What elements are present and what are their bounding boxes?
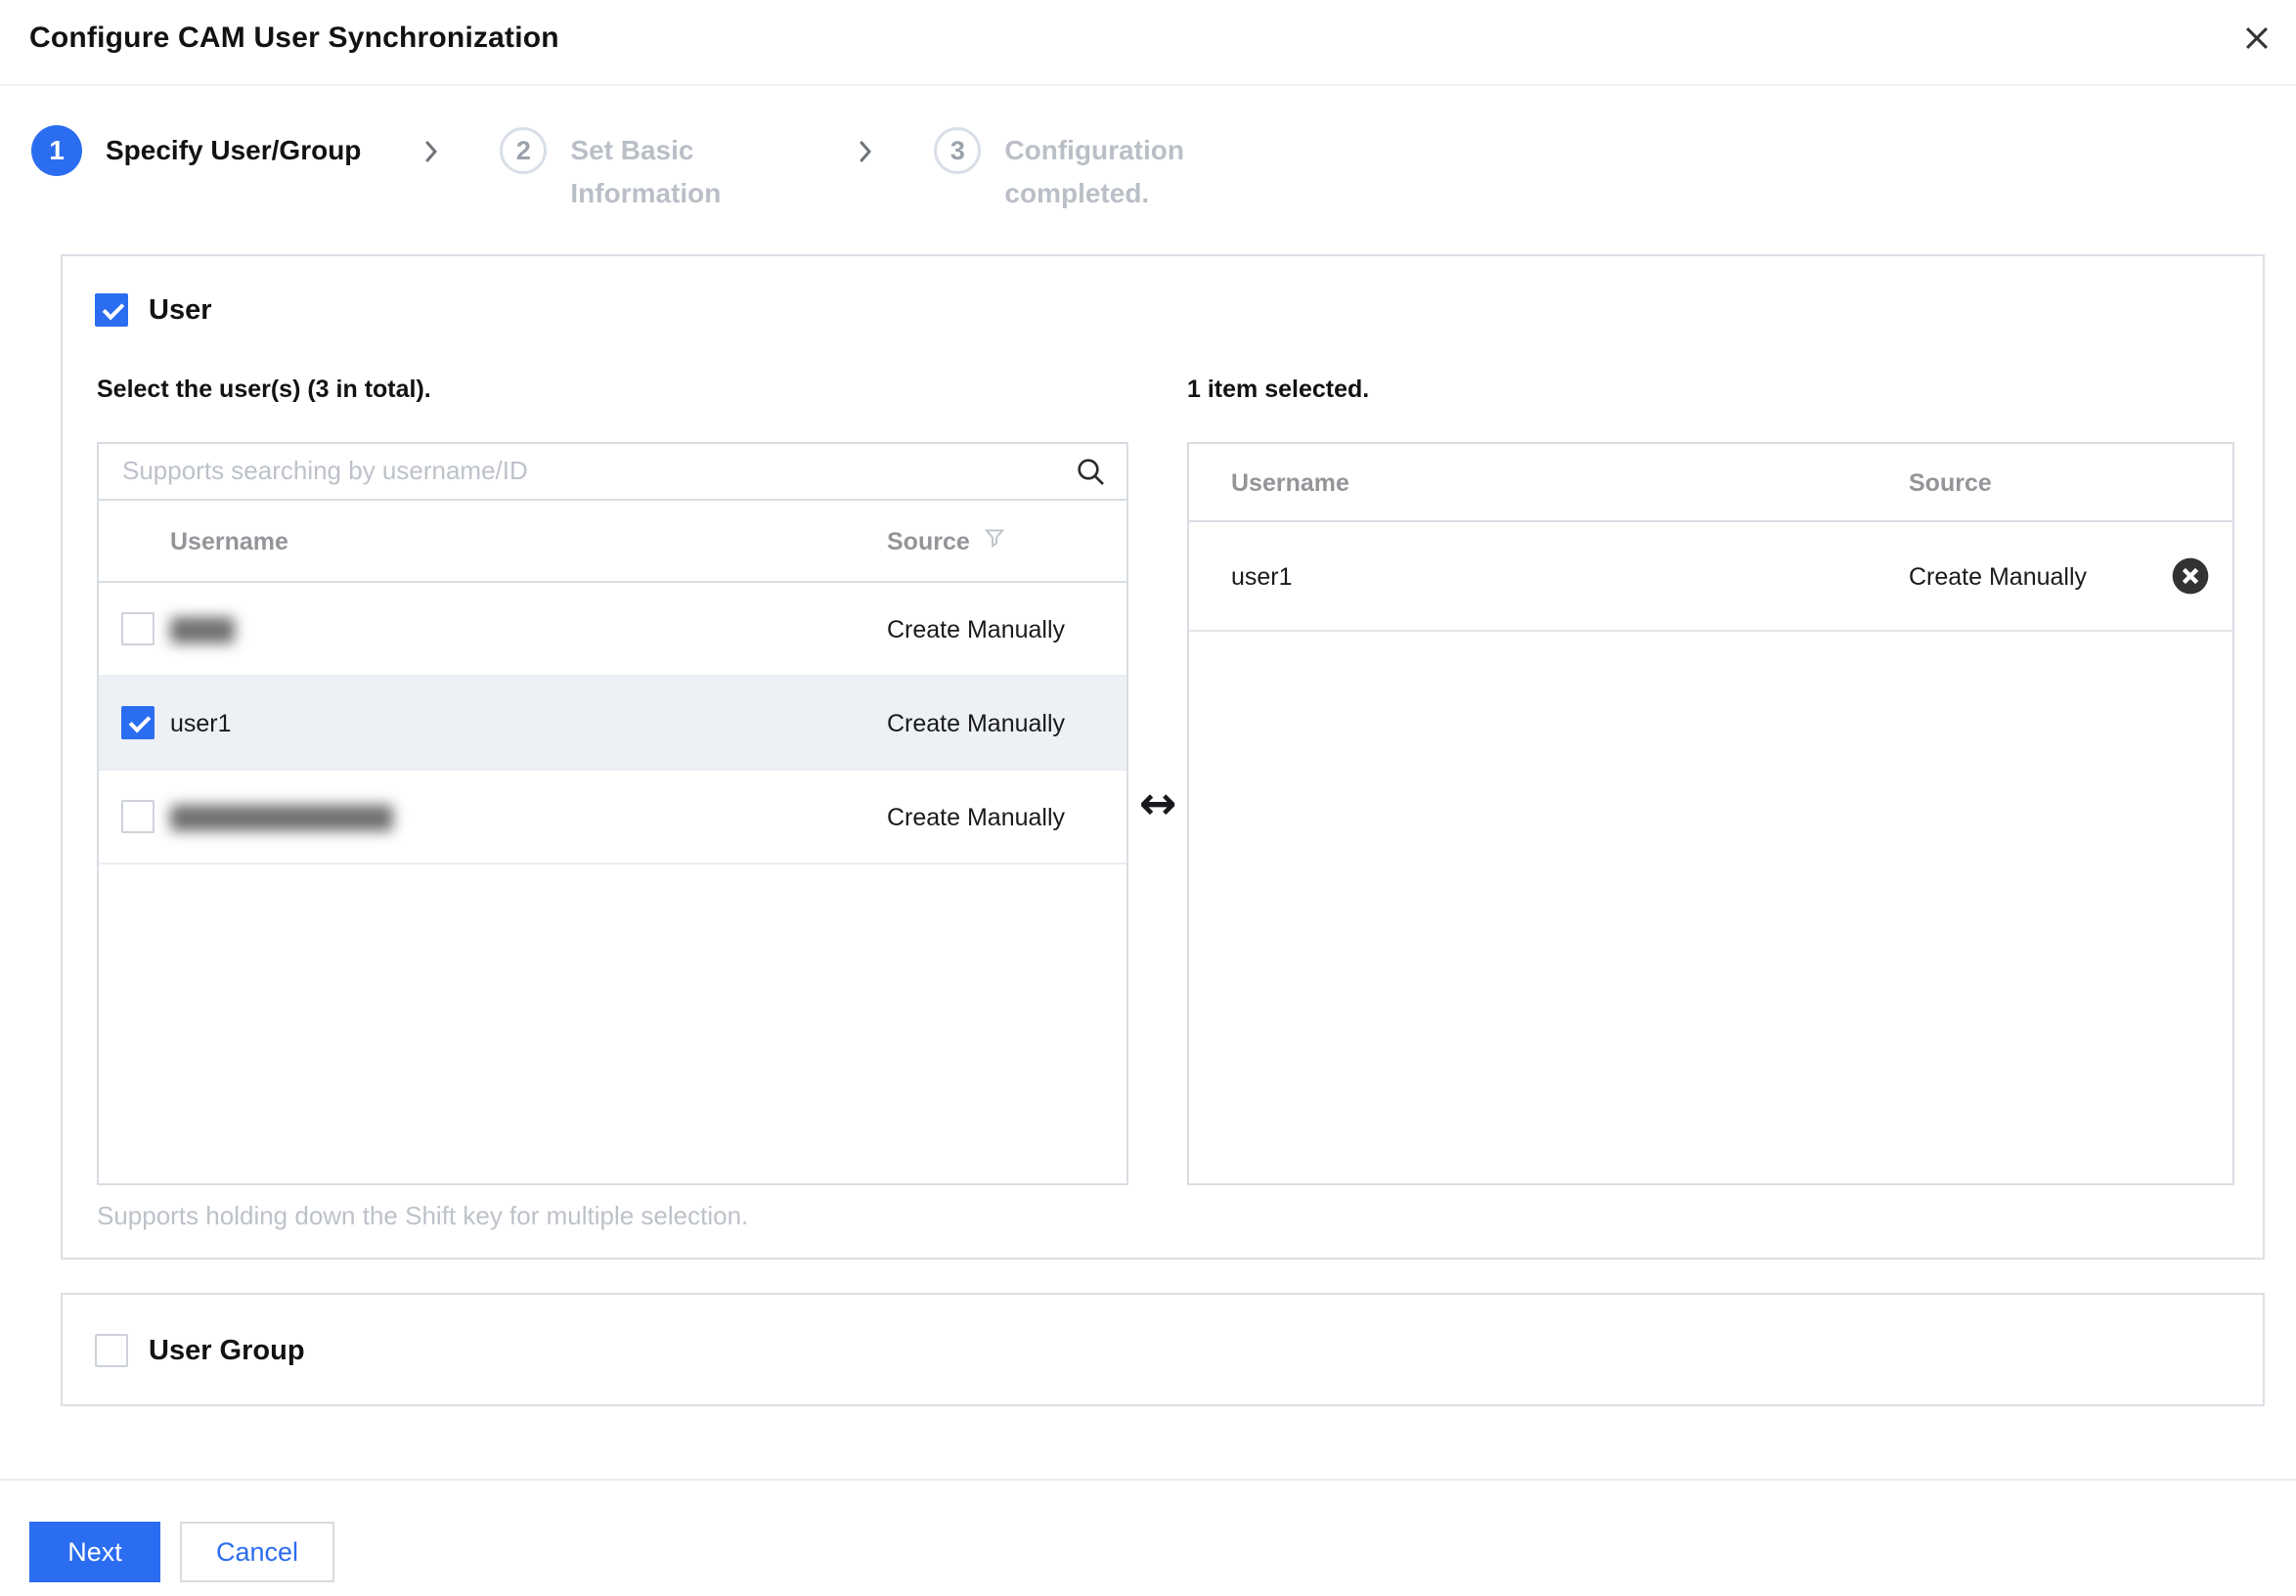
remove-selected-button[interactable] bbox=[2168, 554, 2213, 599]
table-row[interactable]: user1 Create Manually bbox=[99, 677, 1126, 771]
chevron-right-icon bbox=[850, 137, 879, 171]
source-user-table: Username Source Create Manually user1 Cr… bbox=[97, 442, 1128, 1185]
filter-icon[interactable] bbox=[982, 502, 1007, 584]
step-3-label: Configuration completed. bbox=[1004, 135, 1184, 208]
step-1-label: Specify User/Group bbox=[106, 135, 362, 165]
search-input[interactable] bbox=[99, 444, 1048, 497]
selected-table-header: Username Source bbox=[1189, 444, 2232, 522]
next-button[interactable]: Next bbox=[29, 1522, 160, 1582]
user-group-checkbox[interactable] bbox=[95, 1334, 128, 1367]
row-username: user1 bbox=[170, 710, 232, 737]
step-3-configuration-completed: 3 Configuration completed. bbox=[934, 125, 1278, 215]
step-1-specify-user-group: 1 Specify User/Group bbox=[31, 125, 361, 176]
selected-username: user1 bbox=[1231, 563, 1293, 591]
row-checkbox[interactable] bbox=[121, 612, 155, 645]
close-button[interactable] bbox=[2231, 14, 2282, 65]
step-2-number: 2 bbox=[500, 127, 548, 174]
dialog-title: Configure CAM User Synchronization bbox=[29, 22, 559, 54]
selected-row: user1 Create Manually bbox=[1189, 522, 2232, 632]
selected-header-source: Source bbox=[1909, 469, 1992, 497]
circle-x-icon bbox=[2169, 557, 2212, 600]
source-table-header: Username Source bbox=[99, 501, 1126, 583]
source-list-title: Select the user(s) (3 in total). bbox=[97, 376, 431, 403]
step-3-number: 3 bbox=[934, 127, 982, 174]
cancel-button[interactable]: Cancel bbox=[180, 1522, 334, 1582]
selected-header-username: Username bbox=[1231, 469, 1349, 497]
step-2-set-basic-information: 2 Set Basic Information bbox=[500, 125, 795, 215]
step-1-number: 1 bbox=[31, 125, 82, 176]
user-checkbox-label[interactable]: User bbox=[149, 294, 212, 326]
step-wizard: 1 Specify User/Group 2 Set Basic Informa… bbox=[31, 125, 1278, 215]
user-group-checkbox-label[interactable]: User Group bbox=[149, 1335, 305, 1366]
close-icon bbox=[2240, 22, 2274, 58]
user-section: User Select the user(s) (3 in total). 1 … bbox=[61, 254, 2265, 1260]
dialog-header: Configure CAM User Synchronization bbox=[0, 0, 2296, 86]
source-header-username: Username bbox=[170, 528, 288, 555]
selected-list-title: 1 item selected. bbox=[1187, 376, 1370, 403]
footer-divider bbox=[0, 1479, 2296, 1481]
search-icon[interactable] bbox=[1074, 455, 1109, 495]
row-checkbox[interactable] bbox=[121, 706, 155, 739]
table-row[interactable]: Create Manually bbox=[99, 583, 1126, 677]
row-source: Create Manually bbox=[887, 804, 1066, 831]
step-2-label: Set Basic Information bbox=[570, 135, 722, 208]
redacted-username bbox=[170, 805, 393, 831]
user-checkbox[interactable] bbox=[95, 293, 128, 327]
selected-user-table: Username Source user1 Create Manually bbox=[1187, 442, 2234, 1185]
row-source: Create Manually bbox=[887, 616, 1066, 643]
source-header-source: Source bbox=[887, 501, 1007, 583]
row-checkbox[interactable] bbox=[121, 800, 155, 833]
selected-source: Create Manually bbox=[1909, 563, 2088, 591]
transfer-arrow-icon: ↔ bbox=[1138, 776, 1177, 829]
search-bar bbox=[99, 444, 1126, 501]
row-source: Create Manually bbox=[887, 710, 1066, 737]
table-row[interactable]: Create Manually bbox=[99, 771, 1126, 864]
chevron-right-icon bbox=[416, 137, 445, 171]
user-group-section: User Group bbox=[61, 1293, 2265, 1406]
multi-select-hint: Supports holding down the Shift key for … bbox=[97, 1201, 749, 1230]
redacted-username bbox=[170, 617, 235, 643]
